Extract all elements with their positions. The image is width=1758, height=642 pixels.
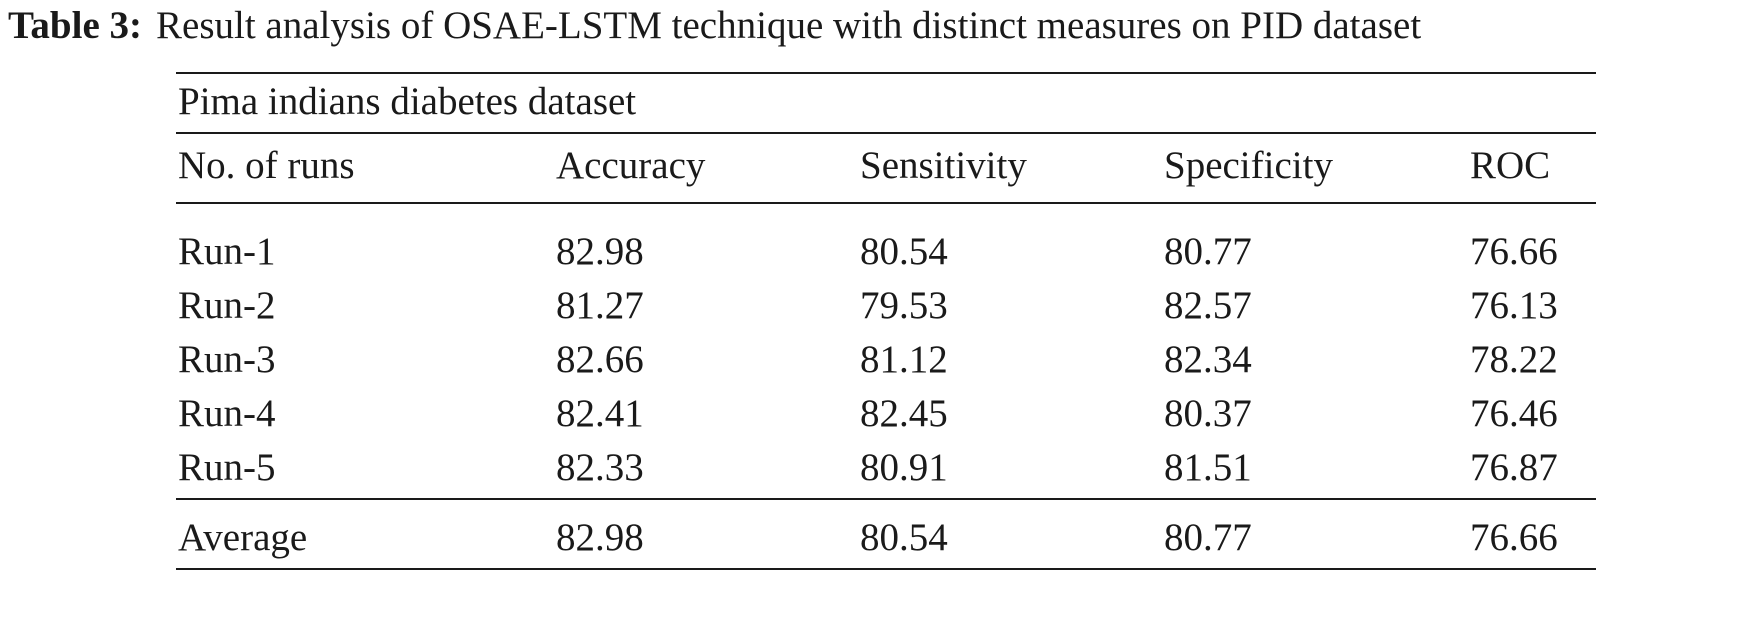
table-row-2-run: Run-2 [178, 284, 276, 327]
group-header: Pima indians diabetes dataset [178, 80, 637, 123]
average-row-sensitivity: 80.54 [860, 516, 948, 559]
column-header-roc: ROC [1470, 144, 1551, 187]
table-row-2-roc: 76.13 [1470, 284, 1558, 327]
average-row-label: Average [178, 516, 308, 559]
table-row-5-sensitivity: 80.91 [860, 446, 948, 489]
average-row-accuracy: 82.98 [556, 516, 644, 559]
column-header-accuracy: Accuracy [556, 144, 706, 187]
table-row-4-accuracy: 82.41 [556, 392, 644, 435]
table-row-5-run: Run-5 [178, 446, 276, 489]
table-row-3-run: Run-3 [178, 338, 276, 381]
table-row-3-sensitivity: 81.12 [860, 338, 948, 381]
table-caption-label: Table 3: [8, 4, 143, 47]
table-row-4-roc: 76.46 [1470, 392, 1558, 435]
column-header-runs: No. of runs [178, 144, 355, 187]
table-row-3-accuracy: 82.66 [556, 338, 644, 381]
table-row-4-specificity: 80.37 [1164, 392, 1252, 435]
table-top-rule [176, 72, 1596, 74]
average-rule [176, 498, 1596, 500]
table-row-3-specificity: 82.34 [1164, 338, 1252, 381]
table-row-1-specificity: 80.77 [1164, 230, 1252, 273]
table-row-2-sensitivity: 79.53 [860, 284, 948, 327]
table-row-1-accuracy: 82.98 [556, 230, 644, 273]
table-bottom-rule [176, 568, 1596, 570]
column-header-sensitivity: Sensitivity [860, 144, 1027, 187]
table-caption-text: Result analysis of OSAE-LSTM technique w… [156, 4, 1422, 47]
group-header-rule [176, 132, 1596, 134]
table-row-5-roc: 76.87 [1470, 446, 1558, 489]
table-row-4-sensitivity: 82.45 [860, 392, 948, 435]
table-row-5-accuracy: 82.33 [556, 446, 644, 489]
table-row-3-roc: 78.22 [1470, 338, 1558, 381]
average-row-roc: 76.66 [1470, 516, 1558, 559]
table-row-4-run: Run-4 [178, 392, 276, 435]
table-row-1-run: Run-1 [178, 230, 276, 273]
header-rule [176, 202, 1596, 204]
table-row-5-specificity: 81.51 [1164, 446, 1252, 489]
column-header-specificity: Specificity [1164, 144, 1333, 187]
table-row-2-accuracy: 81.27 [556, 284, 644, 327]
table-caption: Table 3: Result analysis of OSAE-LSTM tec… [8, 0, 1421, 52]
table-row-2-specificity: 82.57 [1164, 284, 1252, 327]
table-row-1-sensitivity: 80.54 [860, 230, 948, 273]
table-row-1-roc: 76.66 [1470, 230, 1558, 273]
average-row-specificity: 80.77 [1164, 516, 1252, 559]
